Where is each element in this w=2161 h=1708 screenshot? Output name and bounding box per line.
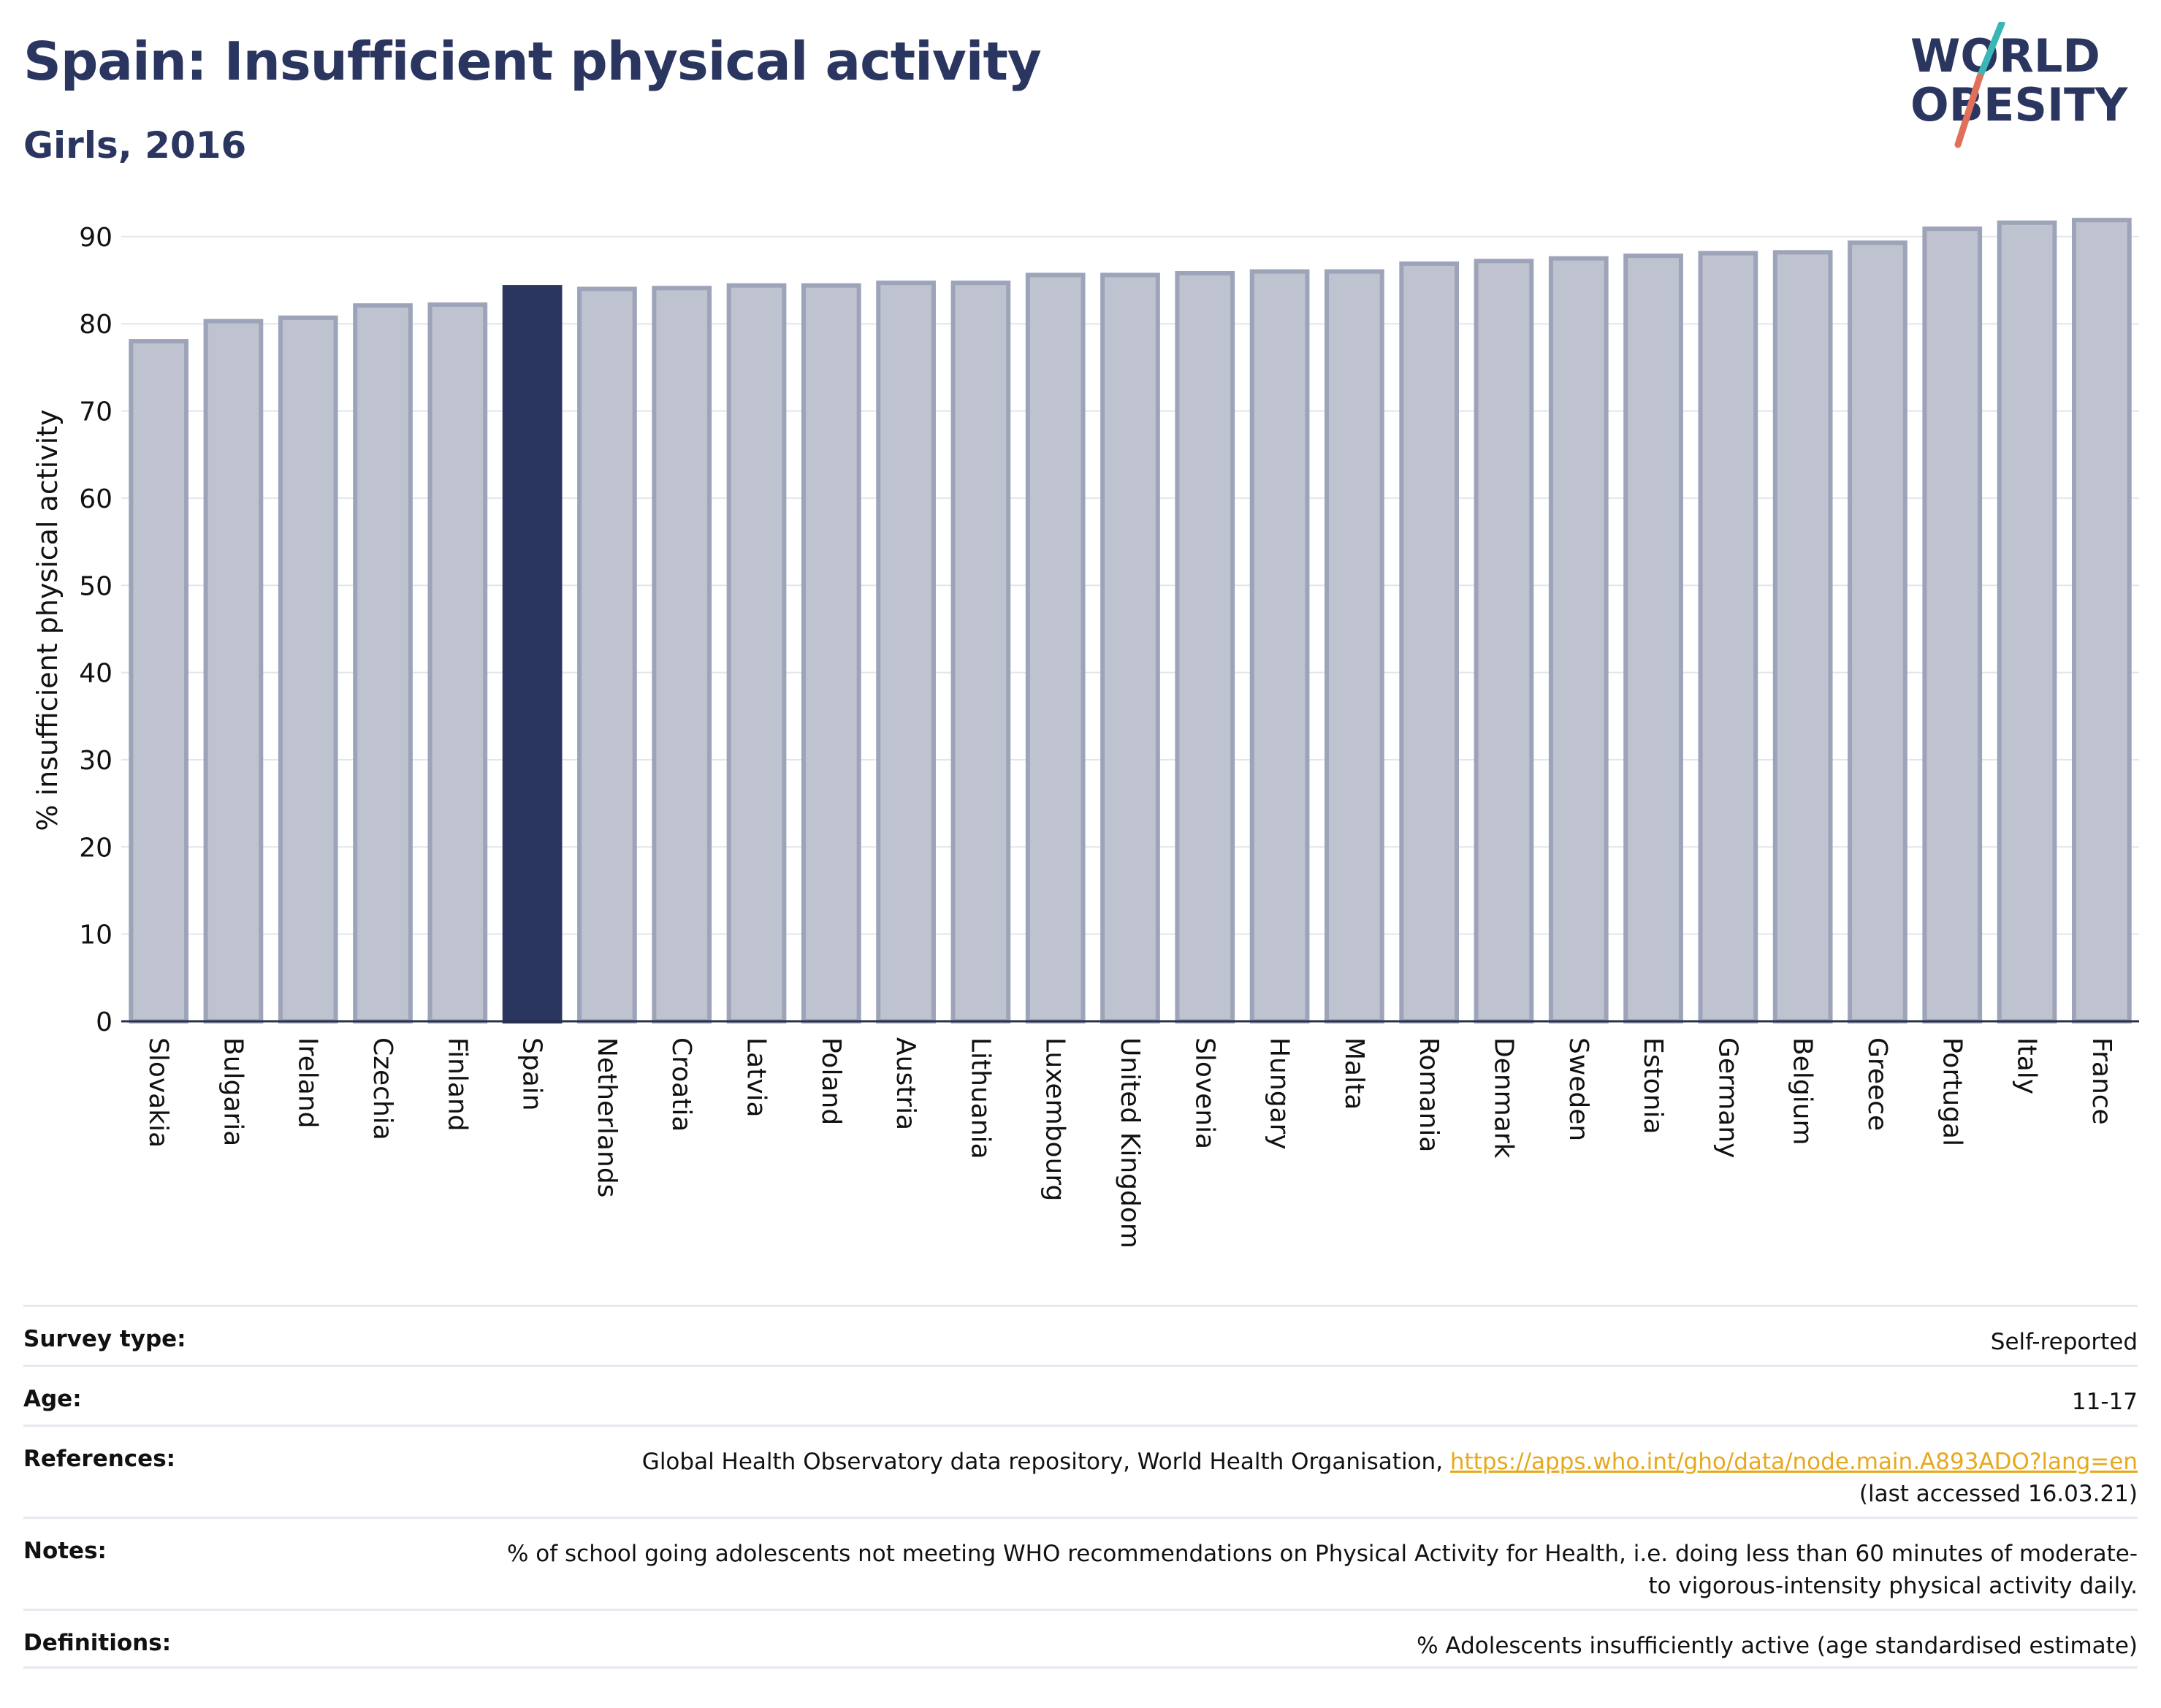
y-axis-label: % insufficient physical activity [31,409,64,831]
bar-bulgaria [203,319,264,1023]
bar-czechia [353,303,413,1023]
notes-label: Notes: [23,1538,107,1564]
x-tick-label: Poland [816,1037,846,1125]
x-tick-label: Portugal [1937,1037,1967,1146]
x-tick-label: Greece [1862,1037,1892,1131]
y-tick-label: 60 [79,484,113,514]
y-tick-label: 40 [79,659,113,689]
bar-italy [1997,220,2057,1023]
x-tick-label: Latvia [742,1037,771,1118]
x-tick-label: Finland [442,1037,472,1132]
x-tick-label: Netherlands [592,1037,622,1197]
x-tick-label: Lithuania [965,1037,995,1159]
age-value: 11-17 [2071,1389,2138,1415]
y-tick-label: 20 [79,833,113,863]
x-tick-label: Belgium [1788,1037,1818,1145]
bar-greece [1848,240,1907,1024]
survey-type-label: Survey type: [23,1326,186,1352]
bar-poland [801,283,861,1023]
x-tick-label: Croatia [666,1037,696,1132]
bar-croatia [652,286,712,1023]
bar-slovenia [1175,270,1235,1024]
meta-row-age: Age: 11-17 [23,1365,2138,1425]
y-tick-label: 10 [79,920,113,950]
logo-slash-top [1976,22,2005,80]
references-label: References: [23,1446,176,1472]
bar-portugal [1922,226,1983,1023]
meta-row-notes: Notes: % of school going adolescents not… [23,1517,2138,1609]
y-tick-label: 70 [79,397,113,427]
y-tick-label: 80 [79,310,113,340]
bar-denmark [1474,259,1534,1023]
x-tick-label: Estonia [1638,1037,1668,1135]
logo-slash-bottom [1954,73,1983,148]
bars [129,218,2132,1024]
bar-ireland [278,315,338,1023]
bar-romania [1399,261,1460,1023]
bar-germany [1698,251,1758,1023]
page-title: Spain: Insufficient physical activity [23,31,1042,92]
logo-word-obesity: OBESITY [1910,78,2128,131]
references-value: Global Health Observatory data repositor… [642,1427,2138,1510]
bar-hungary [1249,269,1310,1024]
meta-row-references: References: Global Health Observatory da… [23,1425,2138,1517]
bar-spain [502,285,563,1023]
x-tick-label: Czechia [367,1037,397,1140]
y-tick-label: 30 [79,746,113,776]
x-tick-label: Ireland [293,1037,323,1129]
bar-estonia [1623,253,1683,1023]
bar-belgium [1772,250,1833,1023]
x-tick-label: Slovenia [1189,1037,1219,1149]
x-tick-label: France [2086,1037,2116,1125]
bar-latvia [726,283,787,1023]
references-link[interactable]: https://apps.who.int/gho/data/node.main.… [1449,1449,2138,1475]
x-tick-label: Malta [1339,1037,1369,1110]
bar-united-kingdom [1100,272,1160,1023]
x-tick-label: Slovakia [143,1037,173,1148]
y-tick-label: 90 [79,223,113,253]
y-tick-label: 0 [96,1007,113,1037]
x-tick-label: Romania [1414,1037,1444,1152]
bar-slovakia [129,339,188,1023]
x-tick-label: Spain [517,1037,547,1111]
chart-metadata-table: Survey type: Self-reported Age: 11-17 Re… [23,1305,2138,1669]
bar-finland [427,302,488,1023]
x-tick-label: Austria [891,1037,921,1130]
logo-word-world: WORLD [1910,29,2100,83]
bar-chart: 0 10 20 30 40 50 60 70 80 90 Slovakia Bulgaria Irel… [31,218,2139,1248]
x-tick-label: Sweden [1563,1037,1593,1141]
x-tick-label: Bulgaria [218,1037,248,1146]
definitions-label: Definitions: [23,1630,172,1656]
y-tick-label: 50 [79,571,113,601]
x-tick-label: United Kingdom [1115,1037,1145,1248]
page-subtitle: Girls, 2016 [23,124,247,167]
age-label: Age: [23,1386,82,1412]
x-axis-labels: Slovakia Bulgaria Ireland Czechia Finland Spa… [143,1037,2116,1248]
world-obesity-logo: WORLD OBESITY [1910,22,2128,148]
meta-row-survey-type: Survey type: Self-reported [23,1305,2138,1365]
references-accessed: (last accessed 16.03.21) [1859,1481,2138,1507]
x-tick-label: Denmark [1488,1037,1518,1159]
x-tick-label: Hungary [1265,1037,1295,1150]
x-tick-label: Italy [2012,1037,2042,1094]
bar-luxembourg [1025,272,1086,1023]
x-tick-label: Luxembourg [1040,1037,1070,1201]
references-text: Global Health Observatory data repositor… [641,1449,1450,1475]
x-tick-label: Germany [1712,1037,1742,1158]
bar-netherlands [577,286,637,1023]
y-axis-ticks: 0 10 20 30 40 50 60 70 80 90 [79,223,113,1037]
survey-type-value: Self-reported [1990,1329,2138,1355]
bar-malta [1325,269,1384,1024]
meta-row-definitions: Definitions: % Adolescents insufficientl… [23,1609,2138,1669]
bar-sweden [1548,256,1609,1023]
bar-lithuania [950,281,1011,1023]
bar-austria [876,281,936,1023]
bar-france [2072,218,2132,1023]
definitions-value: % Adolescents insufficiently active (age… [1417,1633,2138,1659]
notes-value: % of school going adolescents not meetin… [506,1541,2138,1599]
